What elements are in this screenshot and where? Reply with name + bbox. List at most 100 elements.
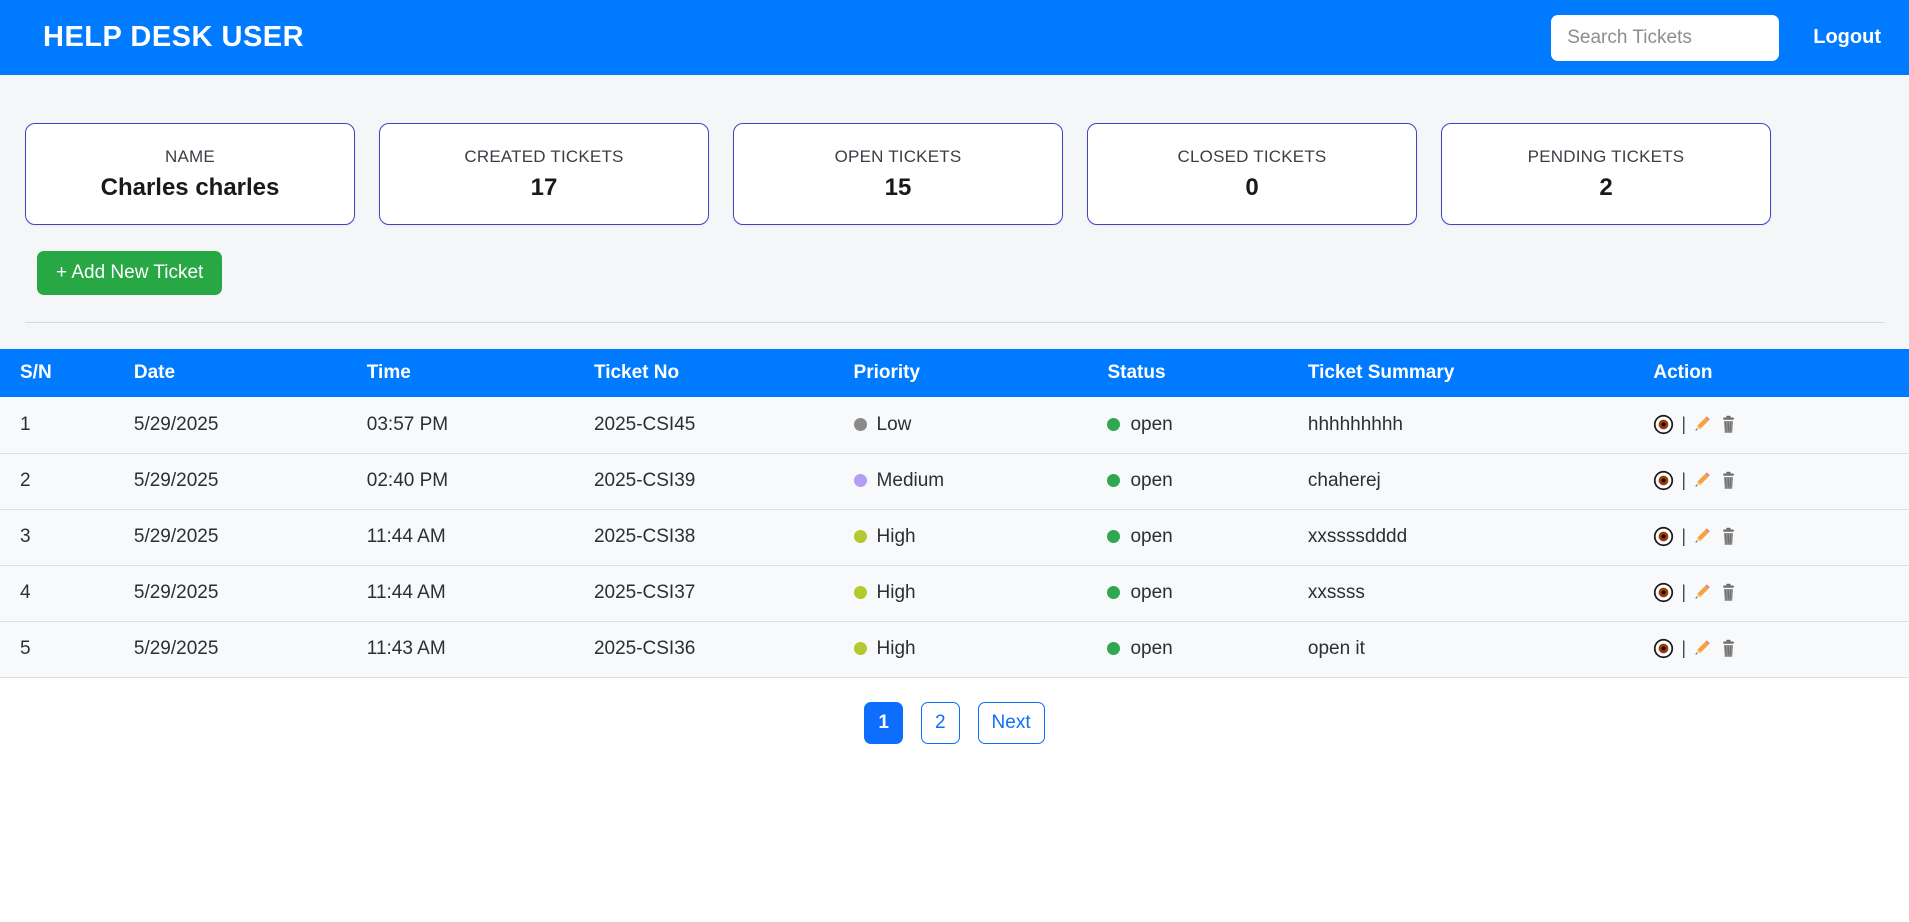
ticket-table-body: 1 5/29/2025 03:57 PM 2025-CSI45 Low open hhhhh… bbox=[0, 397, 1909, 677]
search-input[interactable] bbox=[1551, 14, 1780, 61]
cell-ticket-summary: xxssss bbox=[1307, 582, 1365, 603]
view-eye-icon[interactable] bbox=[1653, 582, 1674, 603]
table-row: 2 5/29/2025 02:40 PM 2025-CSI39 Medium open ch… bbox=[0, 453, 1909, 509]
cell-ticket-no: 2025-CSI39 bbox=[593, 470, 696, 491]
stats-row: NAME Charles charles CREATED TICKETS 17 … bbox=[25, 123, 1884, 225]
stat-label: CREATED TICKETS bbox=[464, 146, 624, 166]
cell-status: open bbox=[1101, 509, 1301, 565]
cell-sn: 5 bbox=[20, 638, 31, 659]
pagination: 1 2 Next bbox=[0, 701, 1909, 744]
status-dot bbox=[1107, 586, 1121, 599]
column-header-action: Action bbox=[1653, 362, 1713, 383]
priority-dot bbox=[853, 474, 867, 487]
stat-label: NAME bbox=[165, 146, 215, 166]
edit-pencil-icon[interactable] bbox=[1691, 470, 1712, 491]
action-separator: | bbox=[1681, 638, 1687, 658]
delete-trash-icon[interactable] bbox=[1718, 638, 1739, 659]
app-header: HELP DESK USER Logout bbox=[0, 0, 1909, 75]
view-eye-icon[interactable] bbox=[1653, 638, 1674, 659]
cell-actions: | bbox=[1647, 397, 1909, 453]
cell-actions: | bbox=[1647, 565, 1909, 621]
stat-value: 2 bbox=[1599, 173, 1613, 201]
stat-card-name: NAME Charles charles bbox=[25, 123, 355, 225]
pre-table-strip bbox=[0, 323, 1909, 349]
add-new-ticket-button[interactable]: + Add New Ticket bbox=[37, 251, 223, 295]
cell-time: 11:43 AM bbox=[366, 638, 446, 659]
table-row: 5 5/29/2025 11:43 AM 2025-CSI36 High open open… bbox=[0, 621, 1909, 677]
stat-value: 15 bbox=[884, 173, 912, 201]
cell-status: open bbox=[1101, 621, 1301, 677]
edit-pencil-icon[interactable] bbox=[1691, 526, 1712, 547]
view-eye-icon[interactable] bbox=[1653, 470, 1674, 491]
cell-date: 5/29/2025 bbox=[133, 638, 219, 659]
delete-trash-icon[interactable] bbox=[1718, 414, 1739, 435]
cell-priority: Low bbox=[848, 397, 1102, 453]
cell-sn: 2 bbox=[20, 470, 31, 491]
cell-priority: High bbox=[848, 621, 1102, 677]
stat-label: CLOSED TICKETS bbox=[1177, 146, 1327, 166]
cell-status: open bbox=[1101, 397, 1301, 453]
stat-value: 17 bbox=[530, 173, 558, 201]
column-header-ticket-summary: Ticket Summary bbox=[1307, 362, 1455, 383]
cell-priority: Medium bbox=[848, 453, 1102, 509]
stat-label: OPEN TICKETS bbox=[834, 146, 962, 166]
cell-actions: | bbox=[1647, 509, 1909, 565]
cell-date: 5/29/2025 bbox=[133, 413, 219, 435]
column-header-time: Time bbox=[366, 362, 411, 383]
stat-card-open-tickets: OPEN TICKETS 15 bbox=[733, 123, 1063, 225]
stat-value: Charles charles bbox=[100, 173, 280, 201]
table-row: 4 5/29/2025 11:44 AM 2025-CSI37 High open xxss… bbox=[0, 565, 1909, 621]
column-header-ticket-no: Ticket No bbox=[593, 362, 680, 383]
cell-date: 5/29/2025 bbox=[133, 526, 219, 547]
delete-trash-icon[interactable] bbox=[1718, 470, 1739, 491]
stat-card-created-tickets: CREATED TICKETS 17 bbox=[379, 123, 709, 225]
column-header-sn: S/N bbox=[20, 362, 52, 383]
status-dot bbox=[1107, 530, 1121, 543]
edit-pencil-icon[interactable] bbox=[1691, 582, 1712, 603]
cell-time: 11:44 AM bbox=[366, 526, 446, 547]
stat-value: 0 bbox=[1245, 173, 1259, 201]
priority-dot bbox=[853, 530, 867, 543]
section-divider bbox=[25, 322, 1884, 323]
cell-status: open bbox=[1101, 453, 1301, 509]
pagination-page-1[interactable]: 1 bbox=[864, 701, 903, 744]
cell-sn: 3 bbox=[20, 526, 31, 547]
cell-actions: | bbox=[1647, 621, 1909, 677]
delete-trash-icon[interactable] bbox=[1718, 526, 1739, 547]
edit-pencil-icon[interactable] bbox=[1691, 414, 1712, 435]
view-eye-icon[interactable] bbox=[1653, 414, 1674, 435]
cell-sn: 4 bbox=[20, 582, 31, 603]
view-eye-icon[interactable] bbox=[1653, 526, 1674, 547]
status-dot bbox=[1107, 417, 1121, 431]
status-dot bbox=[1107, 642, 1121, 655]
column-header-date: Date bbox=[133, 362, 176, 383]
cell-priority: High bbox=[848, 509, 1102, 565]
table-row: 1 5/29/2025 03:57 PM 2025-CSI45 Low open hhhhh… bbox=[0, 397, 1909, 453]
cell-ticket-summary: open it bbox=[1307, 638, 1365, 659]
delete-trash-icon[interactable] bbox=[1718, 582, 1739, 603]
cell-ticket-summary: xxssssdddd bbox=[1307, 526, 1408, 547]
header-right-group: Logout bbox=[1551, 14, 1881, 61]
cell-ticket-no: 2025-CSI45 bbox=[593, 413, 696, 435]
pagination-next-button[interactable]: Next bbox=[977, 701, 1045, 744]
cell-status: open bbox=[1101, 565, 1301, 621]
priority-dot bbox=[853, 642, 867, 655]
cell-ticket-no: 2025-CSI38 bbox=[593, 526, 696, 547]
logout-button[interactable]: Logout bbox=[1813, 26, 1881, 48]
priority-dot bbox=[853, 586, 867, 599]
cell-ticket-summary: hhhhhhhhh bbox=[1307, 413, 1403, 435]
table-header-row: S/N Date Time Ticket No Priority Status … bbox=[0, 349, 1909, 397]
edit-pencil-icon[interactable] bbox=[1691, 638, 1712, 659]
cell-time: 11:44 AM bbox=[366, 582, 446, 603]
column-header-priority: Priority bbox=[853, 362, 921, 383]
action-separator: | bbox=[1681, 413, 1687, 434]
pagination-page-2[interactable]: 2 bbox=[920, 701, 960, 744]
action-separator: | bbox=[1681, 582, 1687, 602]
action-separator: | bbox=[1681, 470, 1687, 490]
column-header-status: Status bbox=[1107, 362, 1166, 383]
summary-section: NAME Charles charles CREATED TICKETS 17 … bbox=[0, 75, 1909, 323]
cell-ticket-no: 2025-CSI36 bbox=[593, 638, 696, 659]
priority-dot bbox=[853, 417, 867, 431]
status-dot bbox=[1107, 474, 1121, 487]
cell-sn: 1 bbox=[20, 413, 31, 435]
